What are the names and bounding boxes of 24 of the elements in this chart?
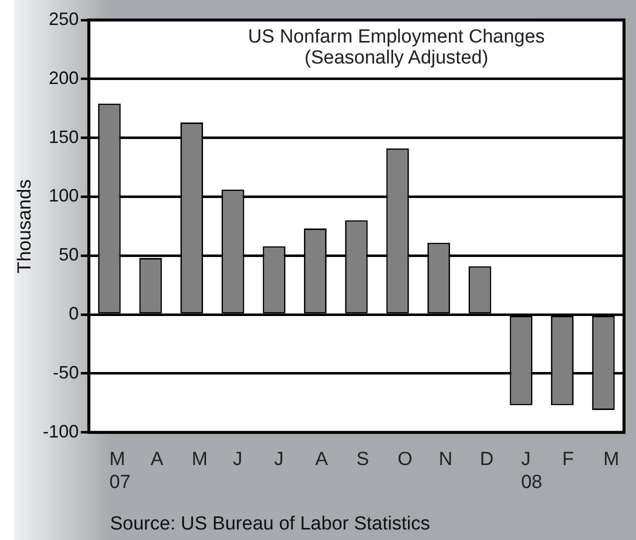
x-tick-label: J [274,449,284,470]
y-tick-label: 150 [48,126,79,147]
x-tick-label: D [480,449,494,470]
y-tick-label: -50 [52,362,79,382]
x-tick-label: A [315,449,328,470]
x-tick-label: A [150,449,164,470]
x-tick-label: M 07 [109,449,131,493]
y-tick-label: 200 [48,68,79,88]
x-tick-label: O [398,449,412,470]
x-tick-label: F [562,449,574,470]
source-note: Source: US Bureau of Labor Statistics [110,514,430,535]
x-tick-label: M [192,449,208,470]
x-tick-label: N [438,449,452,470]
y-tick-label: 0 [68,304,79,324]
y-tick-label: 50 [58,244,79,265]
y-tick-label: -100 [42,421,79,442]
x-tick-label: J [232,449,242,470]
y-tick-label: 250 [48,8,79,29]
x-tick-label: S [356,449,370,470]
y-tick-label: 100 [48,186,79,206]
text: US Nonfarm Employment Changes (Seasonally Adjusted) [248,26,545,69]
x-tick-label: M [603,449,620,470]
y-axis-title: Thousands [14,179,36,274]
x-tick-label: J 08 [521,449,542,493]
